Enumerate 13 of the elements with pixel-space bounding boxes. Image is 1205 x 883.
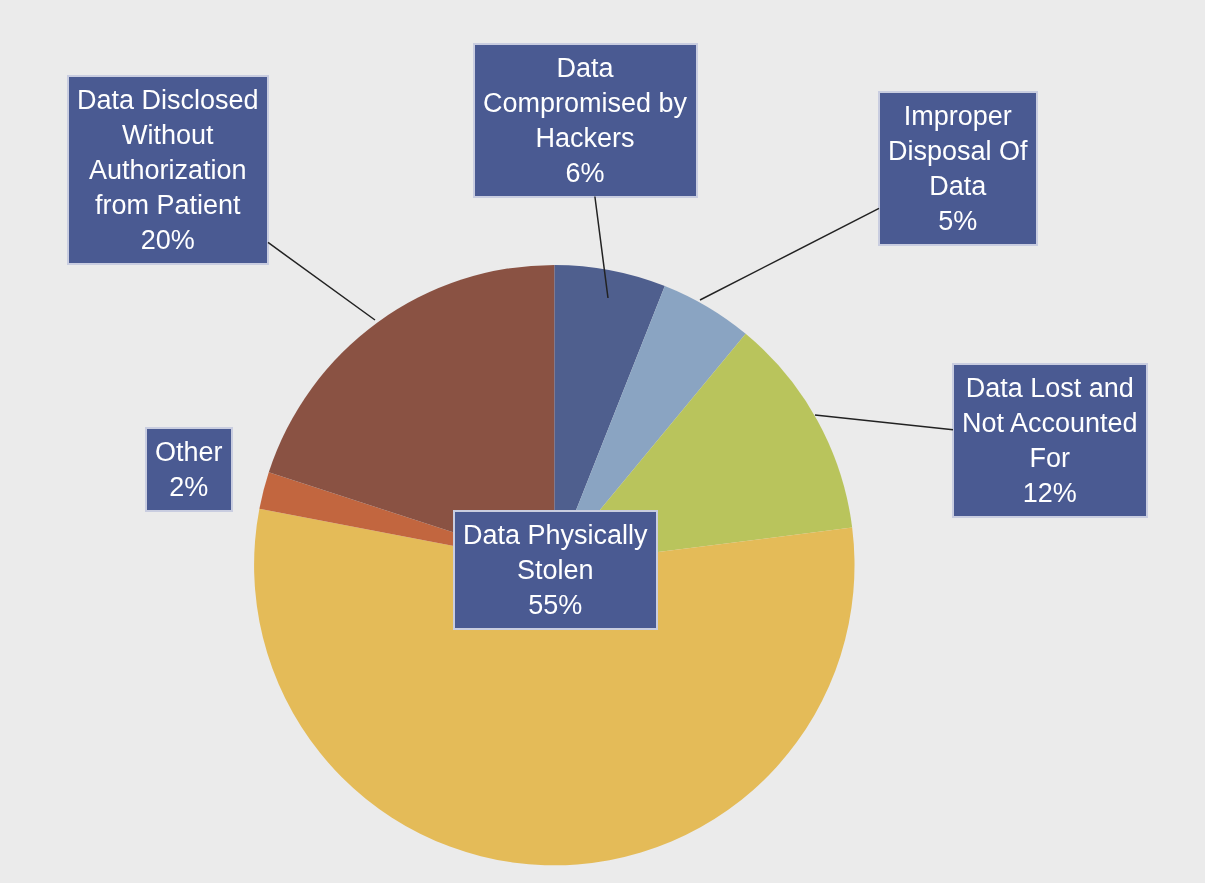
data-label: 2%	[169, 472, 209, 503]
slice-label: Data Lost and Not Accounted For	[962, 373, 1138, 474]
data-label: 55%	[528, 590, 583, 621]
data-label: 12%	[1022, 478, 1077, 509]
data-label: 6%	[565, 158, 605, 189]
slice-label: Data Disclosed Without Authorization from Patient	[77, 85, 259, 221]
slice-label: Other	[155, 437, 223, 467]
slice-label: Data Physically Stolen	[463, 520, 649, 586]
slice-label: Improper Disposal Of Data	[888, 101, 1029, 202]
slice-label: Data Compromised by Hackers	[483, 53, 688, 154]
data-label: 5%	[938, 206, 978, 237]
pie-slice	[254, 508, 855, 866]
data-label: 20%	[140, 225, 195, 256]
